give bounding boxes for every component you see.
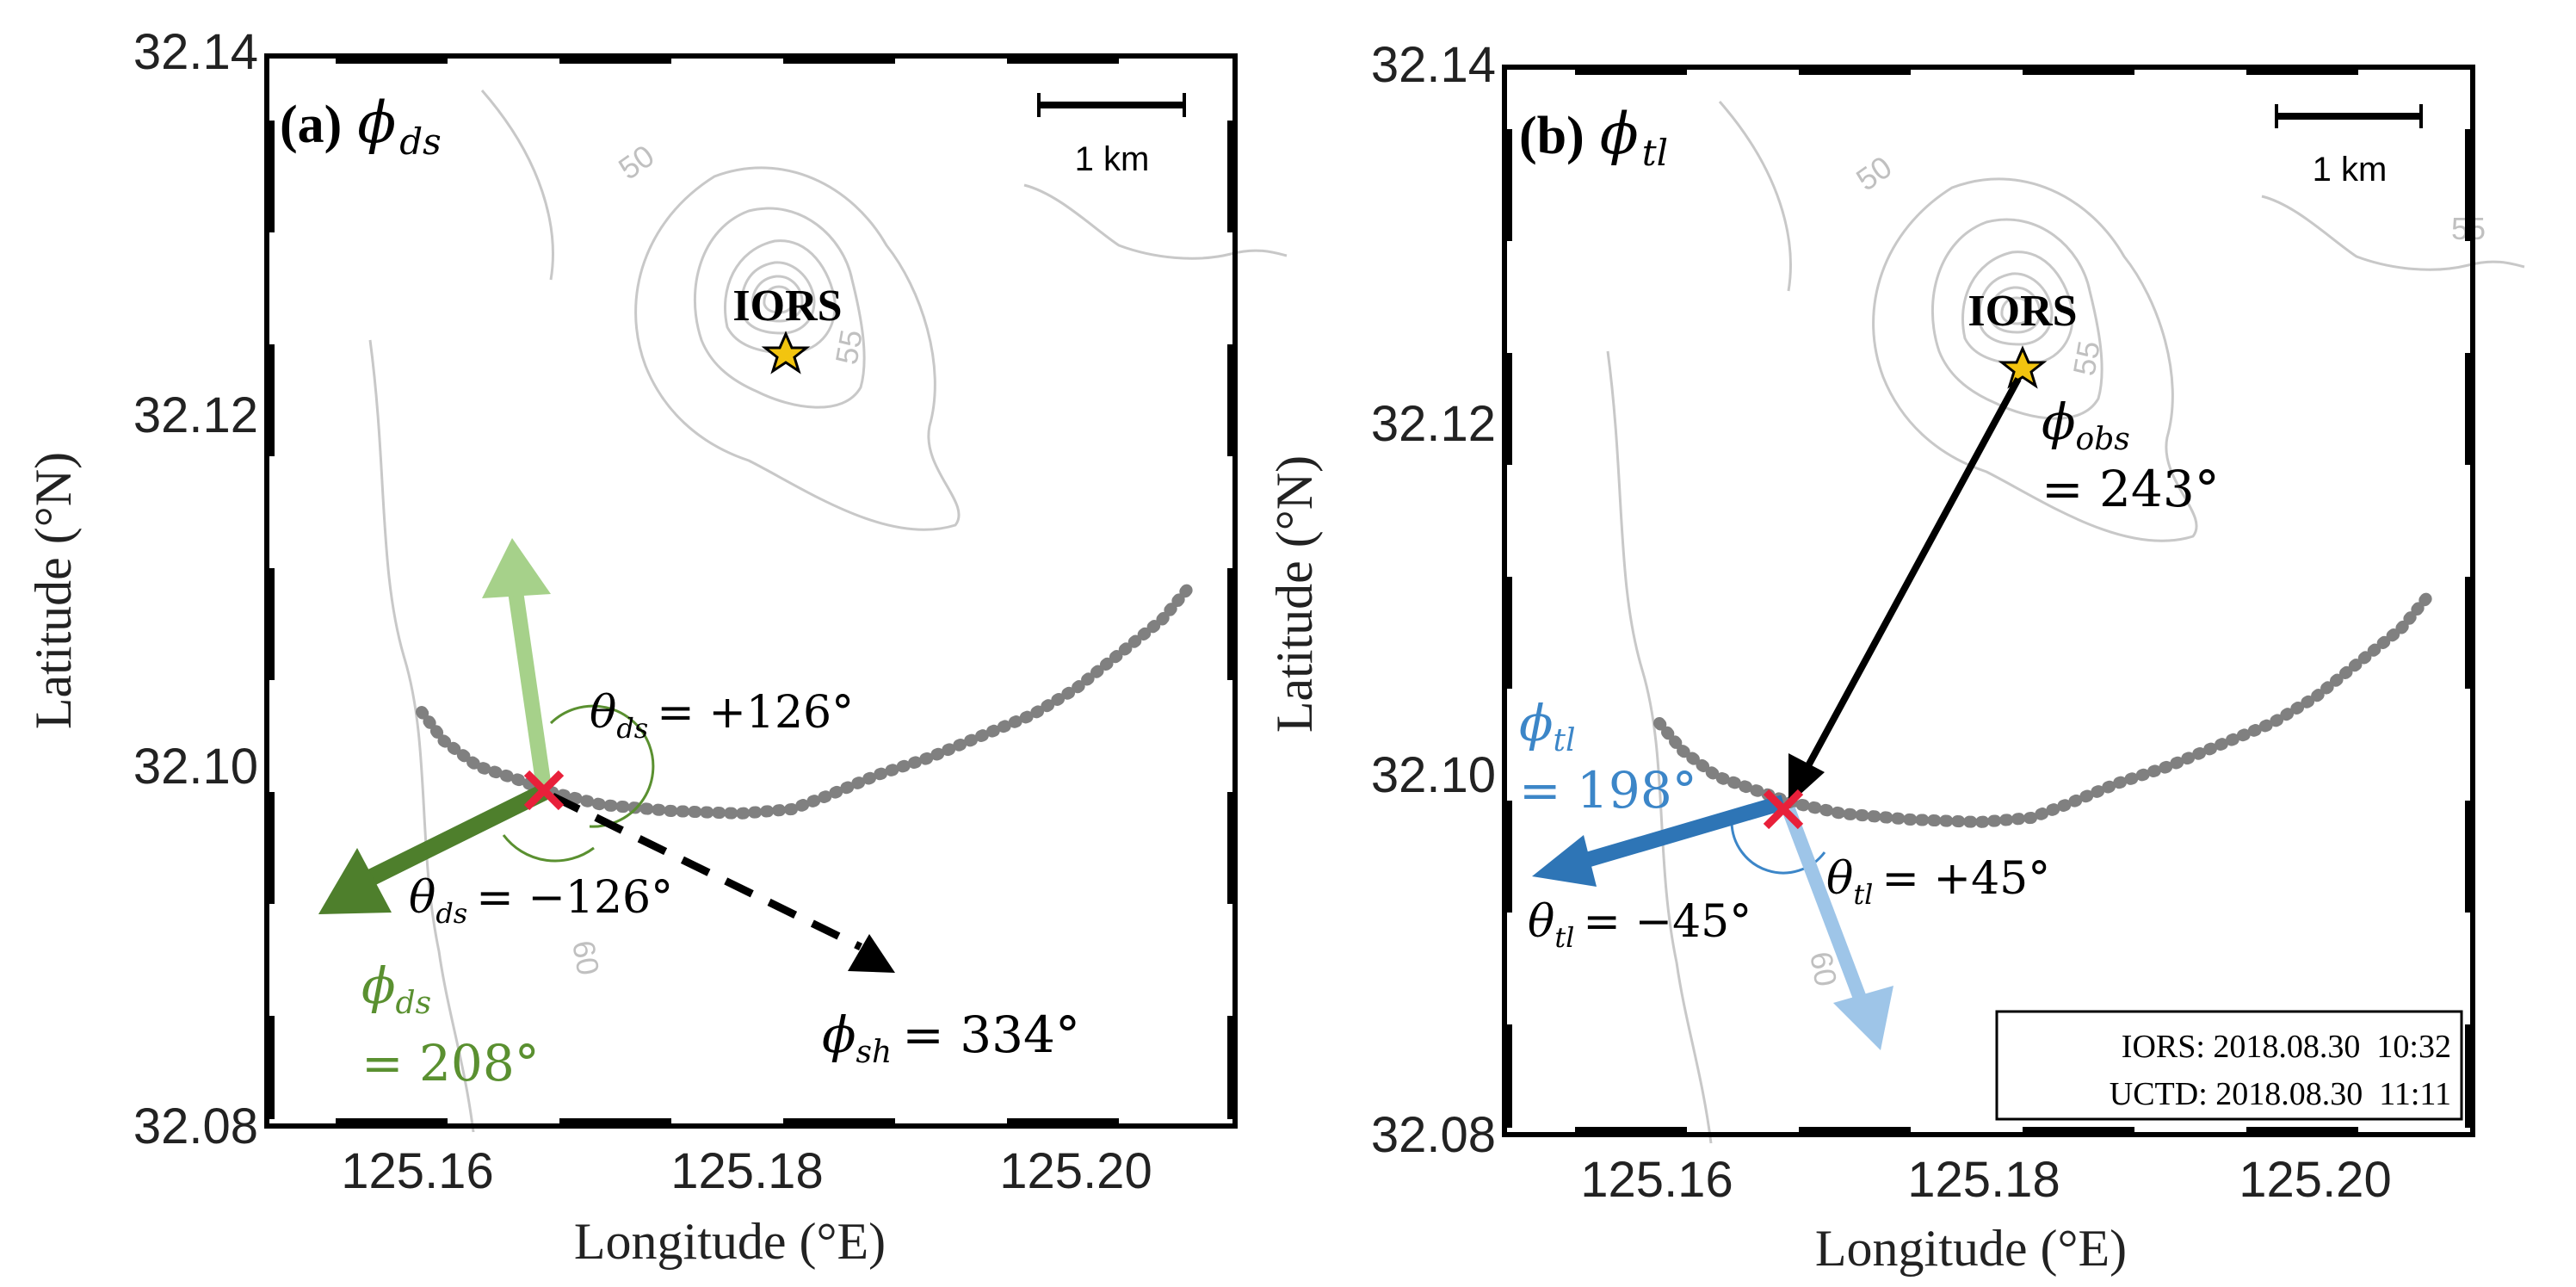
panel-b-ship-track xyxy=(1653,586,2437,829)
panel-b-label: (b) xyxy=(1519,107,1585,165)
panel-a-theta-arc-negative xyxy=(502,834,595,863)
panel-a-y-tick: 32.14 xyxy=(133,24,258,80)
panel-a-contour-label: 55 xyxy=(829,327,869,368)
panel-a-phi-ds-value: = 208° xyxy=(361,1034,540,1092)
panel-b-y-tick: 32.08 xyxy=(1371,1107,1496,1163)
panel-b-phi-tl-value: = 198° xyxy=(1519,761,1697,820)
panel-b-info-line: IORS: 2018.08.30 10:32 xyxy=(2122,1029,2451,1065)
panel-b: 50 55 55 60 32.14 32.12 32.10 32.08 125.… xyxy=(1266,37,2526,1277)
panel-a-contour-label: 60 xyxy=(565,937,606,978)
panel-a-x-tick: 125.16 xyxy=(341,1143,493,1199)
panel-a-y-tick: 32.10 xyxy=(133,739,258,795)
panel-a-theta-arc-positive xyxy=(549,704,655,828)
panel-b-title-symbol: ϕ xyxy=(1600,101,1639,167)
panel-b-x-tick: 125.18 xyxy=(1907,1152,2060,1208)
panel-a-phi-sh-label: ϕsh = 334° xyxy=(822,1005,1080,1070)
panel-b-intersection-marker xyxy=(1763,789,1804,830)
panel-b-phi-tl-label: ϕtl xyxy=(1519,694,1576,758)
panel-b-theta-positive-label: θtl = +45° xyxy=(1826,853,2050,911)
panel-a-y-axis-title: Latitude (°N) xyxy=(25,452,82,729)
panel-a-phi-ds-label: ϕds xyxy=(361,956,431,1021)
panel-a: 50 55 60 32.14 32.12 32.10 32.08 125.16 … xyxy=(25,24,1288,1270)
panel-a-plot-background xyxy=(267,56,1235,1126)
panel-b-y-tick: 32.10 xyxy=(1371,747,1496,803)
panel-a-station-star-icon xyxy=(761,331,811,374)
panel-b-y-tick: 32.14 xyxy=(1371,37,1496,93)
panel-b-title-sub: tl xyxy=(1642,132,1668,174)
panel-b-arrow-normal xyxy=(1782,807,1893,1050)
panel-b-y-axis-title: Latitude (°N) xyxy=(1266,455,1323,733)
panel-b-scale-bar-label: 1 km xyxy=(2313,151,2388,189)
panel-a-ship-track xyxy=(416,578,1198,820)
panel-a-x-tick: 125.20 xyxy=(999,1143,1152,1199)
panel-b-station-label: IORS xyxy=(1968,287,2077,336)
panel-a-station-label: IORS xyxy=(732,282,842,331)
panel-b-contour-label: 55 xyxy=(2066,338,2107,379)
panel-b-theta-negative-label: θtl = −45° xyxy=(1528,896,1751,954)
panel-b-station-star-icon xyxy=(1998,345,2048,389)
panel-a-title: (a) ϕ ds xyxy=(280,90,442,163)
panel-a-frame-checker xyxy=(264,53,1238,1129)
panel-a-theta-positive-label: θds = +126° xyxy=(590,687,854,745)
panel-b-plot-background xyxy=(1504,67,2473,1135)
panel-a-x-tick: 125.18 xyxy=(670,1143,823,1199)
panel-a-scale-bar-label: 1 km xyxy=(1075,140,1150,178)
panel-b-info-line: UCTD: 2018.08.30 11:11 xyxy=(2110,1076,2451,1112)
panel-b-scale-bar: 1 km xyxy=(2275,104,2423,189)
panel-a-arrow-normal xyxy=(482,538,552,789)
panel-a-title-sub: ds xyxy=(399,121,441,163)
panel-a-scale-bar: 1 km xyxy=(1037,93,1186,178)
panel-b-phi-obs-label: ϕobs xyxy=(2042,393,2130,457)
panel-b-info-box: IORS: 2018.08.30 10:32 UCTD: 2018.08.30 … xyxy=(1995,1010,2463,1121)
panel-b-x-tick: 125.16 xyxy=(1580,1152,1733,1208)
panel-b-x-tick: 125.20 xyxy=(2239,1152,2391,1208)
panel-a-label: (a) xyxy=(280,96,342,154)
panel-a-intersection-marker xyxy=(523,770,565,811)
panel-b-title: (b) ϕ tl xyxy=(1519,101,1668,174)
panel-b-map-area: 50 55 55 60 xyxy=(1504,67,2526,1145)
panel-a-y-tick: 32.12 xyxy=(133,387,258,443)
panel-b-phi-obs-value: = 243° xyxy=(2042,460,2220,518)
panel-a-theta-negative-label: θds = −126° xyxy=(409,872,673,930)
panel-a-map-area: 50 55 60 xyxy=(267,56,1288,1134)
panel-b-frame-checker xyxy=(1502,65,2475,1137)
panel-a-arrow-phi-ds xyxy=(318,784,548,914)
panel-a-arrow-phi-sh xyxy=(551,792,895,973)
panel-b-arrow-phi-tl xyxy=(1532,795,1786,887)
panel-a-x-axis-title: Longitude (°E) xyxy=(574,1213,886,1270)
panel-a-y-tick: 32.08 xyxy=(133,1098,258,1154)
panel-b-x-axis-title: Longitude (°E) xyxy=(1815,1220,2127,1277)
panel-b-y-tick: 32.12 xyxy=(1371,396,1496,452)
panel-a-title-symbol: ϕ xyxy=(357,90,396,156)
